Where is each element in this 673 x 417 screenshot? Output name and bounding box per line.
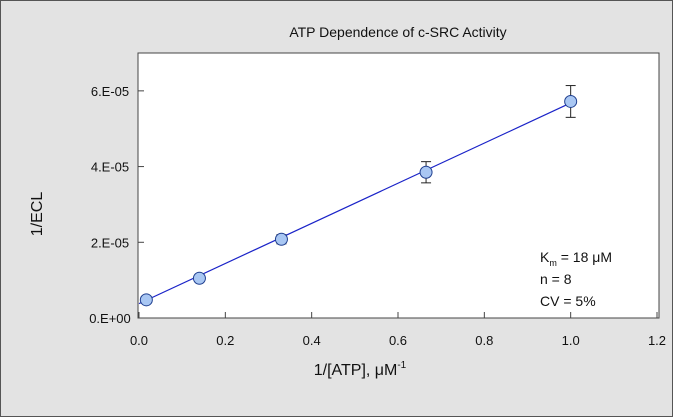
chart-title: ATP Dependence of c-SRC Activity — [289, 24, 506, 40]
plot-area — [137, 52, 660, 319]
annotation-line: Km = 18 μM — [540, 249, 612, 268]
x-tick-label: 1.0 — [562, 333, 580, 348]
data-point — [139, 293, 153, 307]
y-tick-label: 4.E-05 — [91, 160, 129, 175]
x-axis-label: 1/[ATP], μM-1 — [314, 360, 407, 379]
x-axis-label-superscript: -1 — [397, 360, 406, 371]
y-tick-label: 2.E-05 — [91, 235, 129, 250]
x-tick-label: 0.2 — [216, 333, 234, 348]
data-point — [564, 94, 578, 108]
y-tick-label: 6.E-05 — [91, 84, 129, 99]
data-point — [274, 232, 288, 246]
y-axis-label: 1/ECL — [29, 192, 46, 237]
data-point — [192, 271, 206, 285]
fit-line — [138, 102, 571, 305]
x-tick-label: 0.0 — [130, 333, 148, 348]
annotation-line: CV = 5% — [540, 293, 596, 309]
x-axis-label-main: 1/[ATP], μM — [314, 362, 398, 379]
annotation-line: n = 8 — [540, 271, 572, 287]
x-tick-label: 0.6 — [389, 333, 407, 348]
y-tick-label: 0.E+00 — [89, 311, 131, 326]
x-tick-label: 0.4 — [303, 333, 321, 348]
data-point — [419, 165, 433, 179]
x-tick-label: 1.2 — [648, 333, 666, 348]
x-tick-label: 0.8 — [475, 333, 493, 348]
